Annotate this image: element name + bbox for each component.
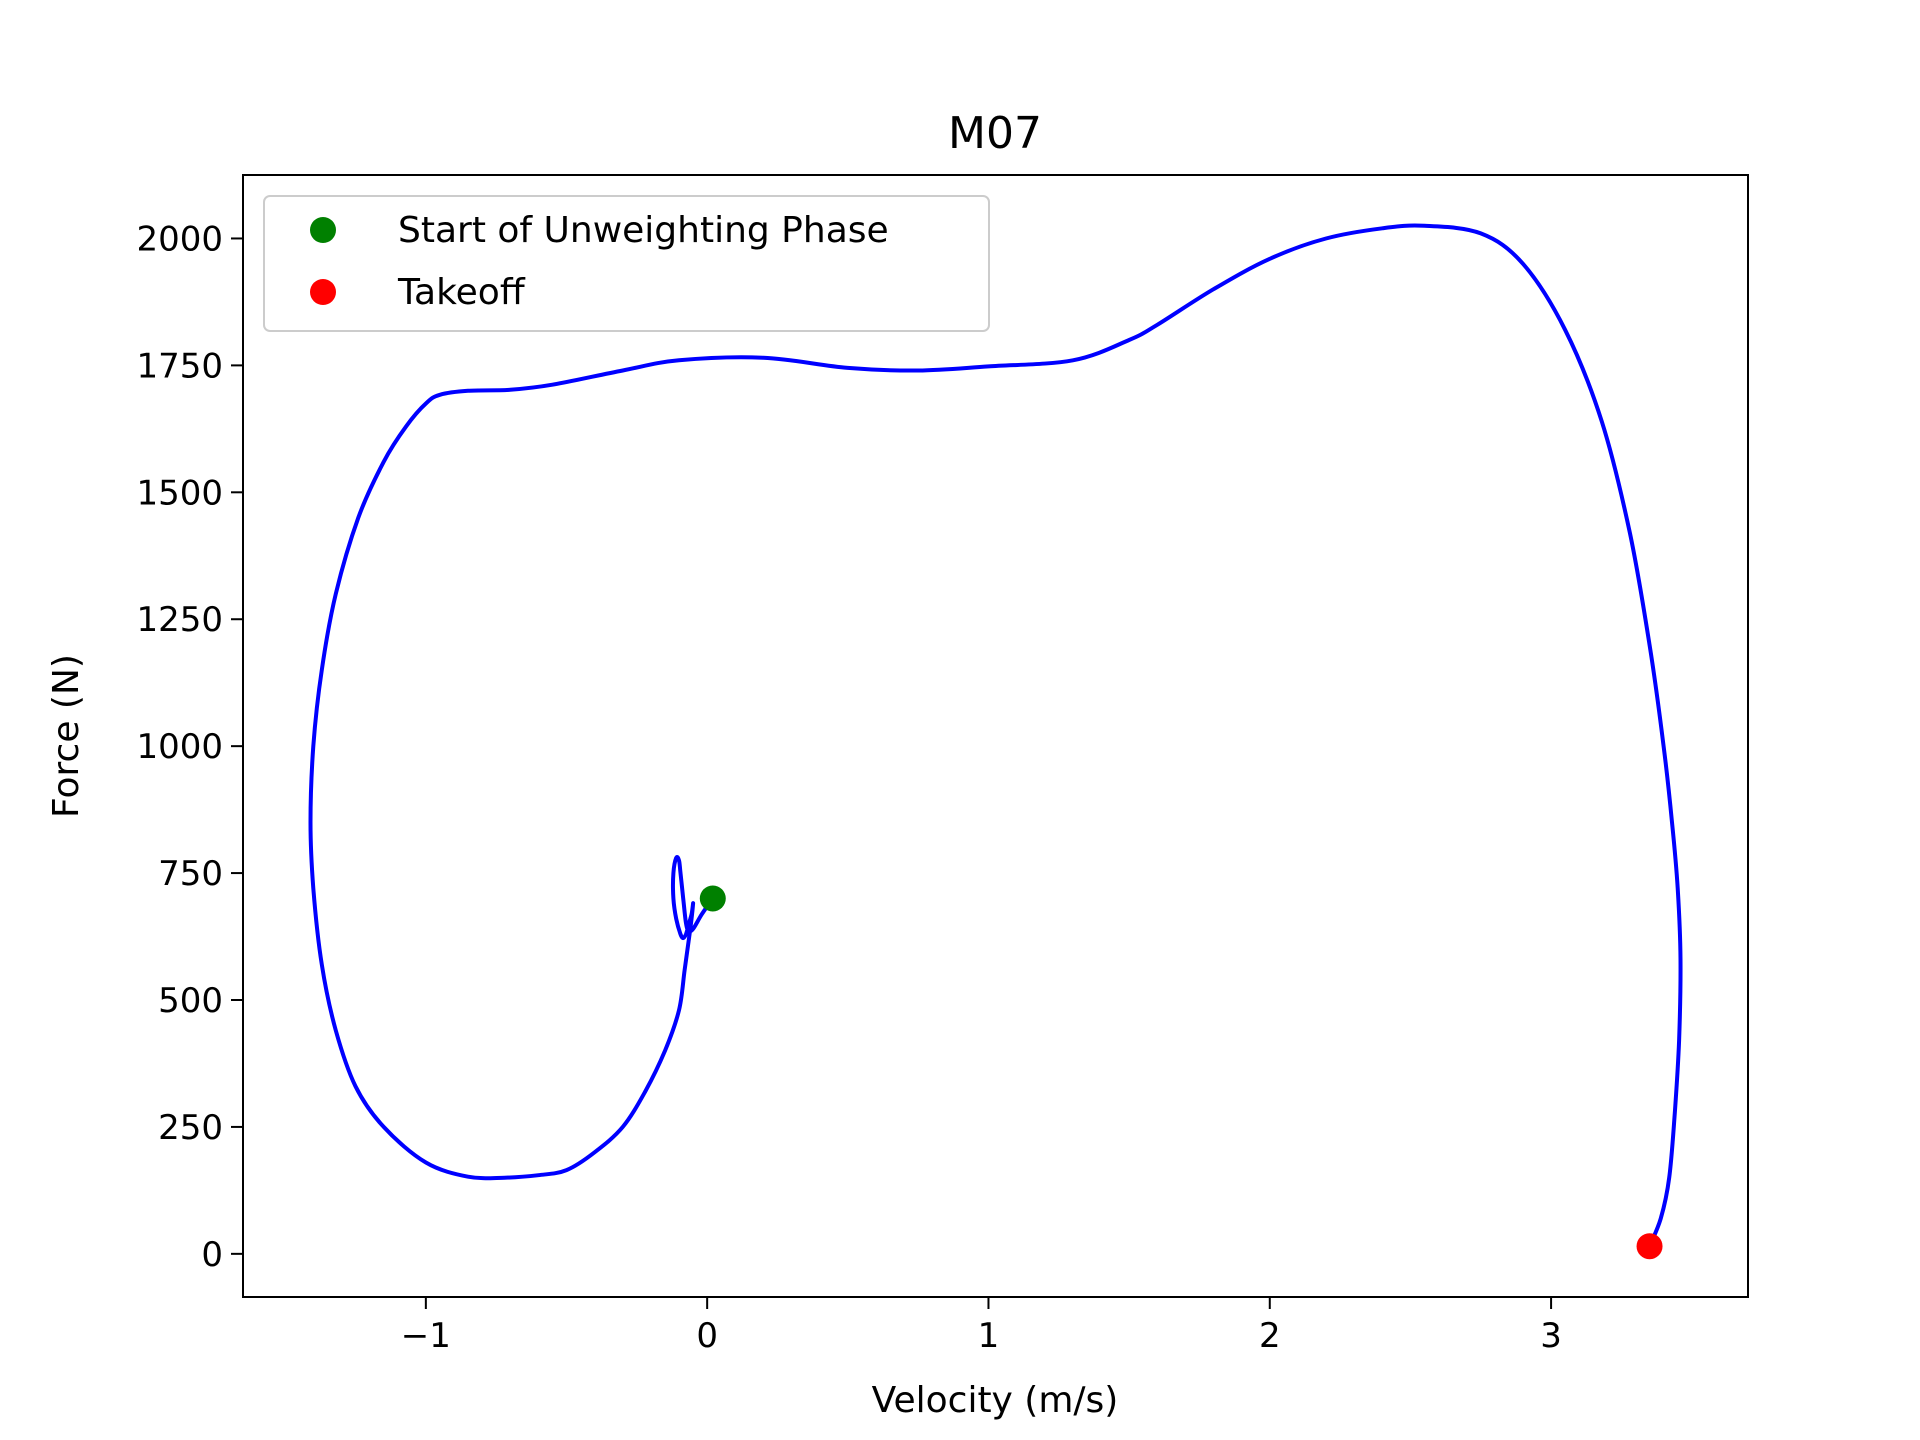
y-tick-label: 1750 xyxy=(136,346,223,386)
takeoff-marker xyxy=(1636,1233,1663,1260)
y-axis: 0 250 500 750 1000 1250 1500 1750 2000 xyxy=(136,219,243,1275)
start-unweighting-marker xyxy=(699,885,726,912)
y-tick-label: 2000 xyxy=(136,219,223,259)
x-tick-label: 2 xyxy=(1259,1316,1281,1356)
legend-marker-takeoff xyxy=(310,279,336,305)
y-axis-label: Force (N) xyxy=(46,654,87,818)
y-tick-label: 1500 xyxy=(136,473,223,513)
legend: Start of Unweighting Phase Takeoff xyxy=(263,195,990,332)
x-axis: −1 0 1 2 3 xyxy=(401,1297,1562,1356)
plot-frame xyxy=(242,174,1749,1298)
y-tick-label: 750 xyxy=(158,854,223,894)
chart-title: M07 xyxy=(948,108,1042,159)
y-tick-label: 1250 xyxy=(136,600,223,640)
x-tick-label: 1 xyxy=(978,1316,1000,1356)
series-line xyxy=(308,223,1683,1249)
y-tick-label: 1000 xyxy=(136,727,223,767)
plot-area xyxy=(308,223,1683,1249)
y-tick-label: 250 xyxy=(158,1108,223,1148)
x-tick-label: −1 xyxy=(401,1316,451,1356)
y-tick-label: 0 xyxy=(201,1235,223,1275)
x-tick-label: 3 xyxy=(1540,1316,1562,1356)
x-tick-label: 0 xyxy=(696,1316,718,1356)
x-axis-label: Velocity (m/s) xyxy=(872,1380,1119,1421)
markers xyxy=(699,885,1663,1260)
y-tick-label: 500 xyxy=(158,981,223,1021)
legend-label-start: Start of Unweighting Phase xyxy=(398,210,889,251)
legend-label-takeoff: Takeoff xyxy=(397,272,526,313)
legend-marker-start xyxy=(310,217,336,243)
legend-box xyxy=(263,195,990,332)
